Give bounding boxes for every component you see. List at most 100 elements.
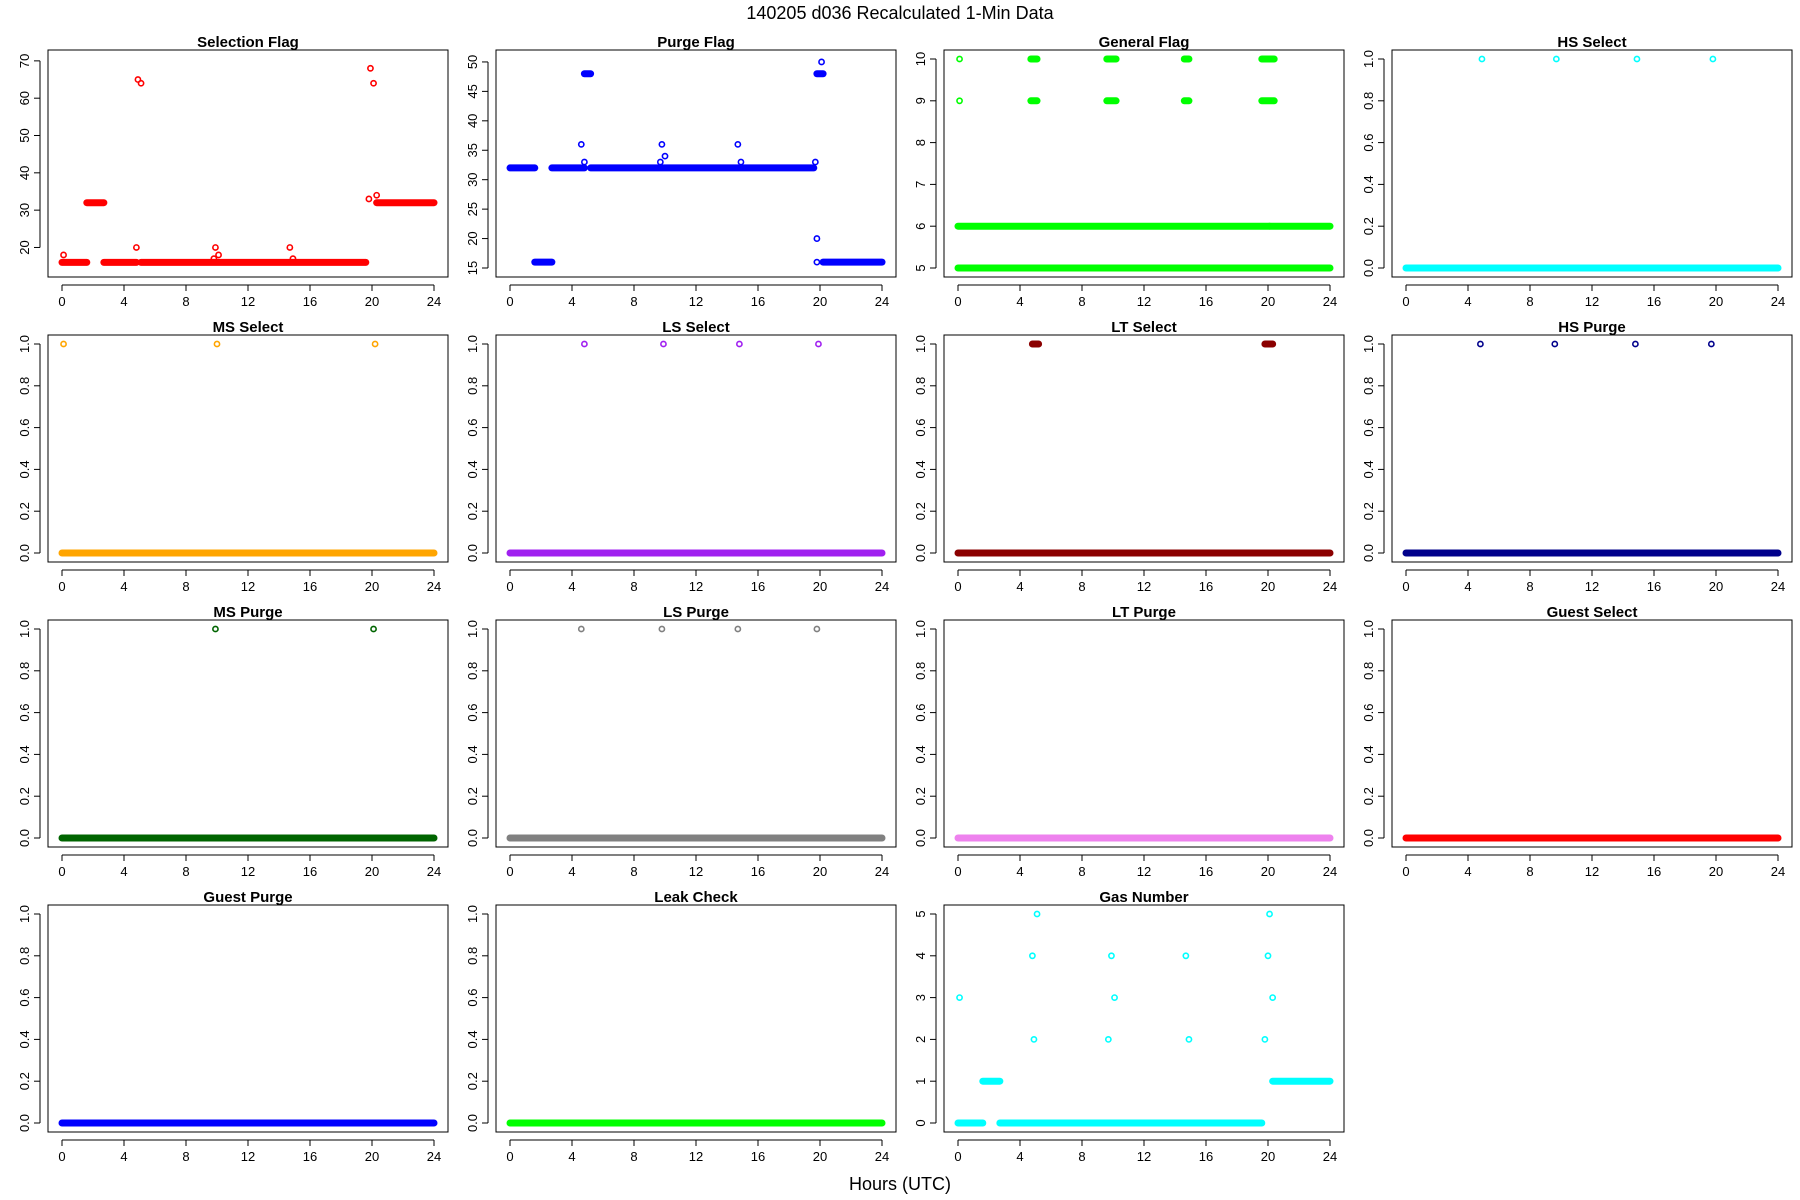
panel-ms-select: MS Select 0 4 8 12 16 20 24 0.0 0.2 0.4 0.6 0.8 1.0	[17, 319, 449, 594]
x-tick-label: 12	[241, 864, 255, 879]
y-tick-label: 3	[913, 994, 928, 1001]
data-point	[371, 340, 379, 348]
data-point	[373, 191, 381, 199]
series-points	[212, 625, 377, 633]
y-axis: 0.0 0.2 0.4 0.6 0.8 1.0	[465, 335, 489, 562]
x-tick-label: 16	[1199, 1149, 1213, 1164]
data-point	[1266, 910, 1273, 918]
x-tick-label: 0	[506, 864, 513, 879]
data-point	[1261, 1036, 1269, 1043]
y-axis: 20 30 40 50 60 70	[17, 54, 41, 255]
x-tick-label: 4	[1016, 1149, 1023, 1164]
x-tick-label: 20	[1709, 579, 1723, 594]
x-tick-label: 24	[427, 294, 441, 309]
y-tick-label: 0.4	[465, 460, 480, 478]
series-points	[60, 64, 381, 263]
x-tick-label: 16	[303, 579, 317, 594]
data-point	[736, 340, 743, 348]
panel-title: HS Select	[1557, 34, 1626, 51]
data-point	[286, 244, 294, 251]
data-point	[1111, 994, 1118, 1001]
x-tick-label: 20	[365, 1149, 379, 1164]
panel-title: LS Purge	[663, 604, 729, 621]
x-tick-label: 12	[241, 579, 255, 594]
data-point	[813, 258, 821, 266]
y-tick-label: 0.6	[465, 419, 480, 437]
x-axis: 0 4 8 12 16 20 24	[1402, 854, 1785, 879]
data-point	[370, 625, 377, 633]
x-tick-label: 0	[58, 1149, 65, 1164]
x-tick-label: 0	[954, 294, 961, 309]
data-point	[1707, 340, 1715, 348]
x-tick-label: 20	[1709, 294, 1723, 309]
x-tick-label: 12	[1585, 294, 1599, 309]
x-tick-label: 24	[1771, 579, 1785, 594]
x-tick-label: 16	[1647, 864, 1661, 879]
y-tick-label: 1.0	[465, 905, 480, 923]
y-tick-label: 40	[465, 114, 480, 128]
y-tick-label: 5	[913, 910, 928, 917]
panel-guest-purge: Guest Purge 0 4 8 12 16 20 24 0.0 0.2 0.4 0.6 0.8 1.0	[17, 889, 449, 1164]
y-axis: 0.0 0.2 0.4 0.6 0.8 1.0	[913, 335, 937, 562]
x-tick-label: 8	[1526, 579, 1533, 594]
y-tick-label: 25	[465, 202, 480, 216]
y-axis: 0.0 0.2 0.4 0.6 0.8 1.0	[17, 620, 41, 847]
y-tick-label: 35	[465, 143, 480, 157]
x-tick-label: 4	[568, 294, 575, 309]
data-point	[1478, 55, 1486, 63]
y-tick-label: 0.8	[913, 662, 928, 680]
data-point	[1477, 340, 1484, 348]
panel-title: LS Select	[662, 319, 730, 336]
data-point	[734, 140, 742, 148]
y-tick-label: 5	[913, 264, 928, 271]
x-axis: 0 4 8 12 16 20 24	[1402, 569, 1785, 594]
x-tick-label: 0	[506, 579, 513, 594]
x-axis: 0 4 8 12 16 20 24	[954, 284, 1337, 309]
x-axis: 0 4 8 12 16 20 24	[954, 1139, 1337, 1164]
y-tick-label: 70	[17, 54, 32, 68]
y-tick-label: 0.6	[17, 989, 32, 1007]
x-tick-label: 8	[182, 294, 189, 309]
x-tick-label: 0	[506, 1149, 513, 1164]
plot-frame	[47, 619, 449, 848]
x-tick-label: 0	[506, 294, 513, 309]
y-tick-label: 0.2	[465, 502, 480, 520]
x-axis: 0 4 8 12 16 20 24	[506, 854, 889, 879]
y-tick-label: 0.8	[913, 377, 928, 395]
x-tick-label: 4	[120, 579, 127, 594]
x-tick-label: 0	[1402, 294, 1409, 309]
x-tick-label: 8	[630, 1149, 637, 1164]
y-tick-label: 0.2	[17, 787, 32, 805]
data-point	[577, 140, 585, 148]
y-tick-label: 0.6	[1361, 704, 1376, 722]
panel-title: Gas Number	[1099, 889, 1188, 906]
y-tick-label: 0.2	[17, 502, 32, 520]
x-tick-label: 12	[1137, 294, 1151, 309]
y-tick-label: 0.8	[17, 662, 32, 680]
x-tick-label: 12	[1137, 864, 1151, 879]
data-point	[1185, 1036, 1193, 1043]
y-tick-label: 0.4	[465, 1030, 480, 1048]
y-tick-label: 0.4	[1361, 175, 1376, 193]
x-tick-label: 24	[875, 864, 889, 879]
x-tick-label: 12	[1585, 864, 1599, 879]
x-tick-label: 8	[182, 1149, 189, 1164]
data-point	[289, 255, 297, 263]
panel-purge-flag: Purge Flag 0 4 8 12 16 20 24 15 20 25 30 35 40 45 50	[465, 34, 897, 309]
y-tick-label: 1	[913, 1078, 928, 1085]
y-tick-label: 0.0	[17, 829, 32, 847]
y-tick-label: 1.0	[1361, 620, 1376, 638]
x-tick-label: 20	[365, 579, 379, 594]
data-point	[212, 244, 219, 251]
x-tick-label: 20	[365, 864, 379, 879]
y-tick-label: 0.8	[465, 662, 480, 680]
data-point	[661, 152, 669, 160]
data-point	[213, 340, 221, 348]
y-tick-label: 0.6	[1361, 419, 1376, 437]
panel-title: Purge Flag	[657, 34, 735, 51]
data-point	[577, 625, 585, 633]
plot-frame	[943, 619, 1345, 848]
y-tick-label: 0.2	[1361, 502, 1376, 520]
x-tick-label: 8	[1526, 864, 1533, 879]
y-tick-label: 0.0	[465, 544, 480, 562]
